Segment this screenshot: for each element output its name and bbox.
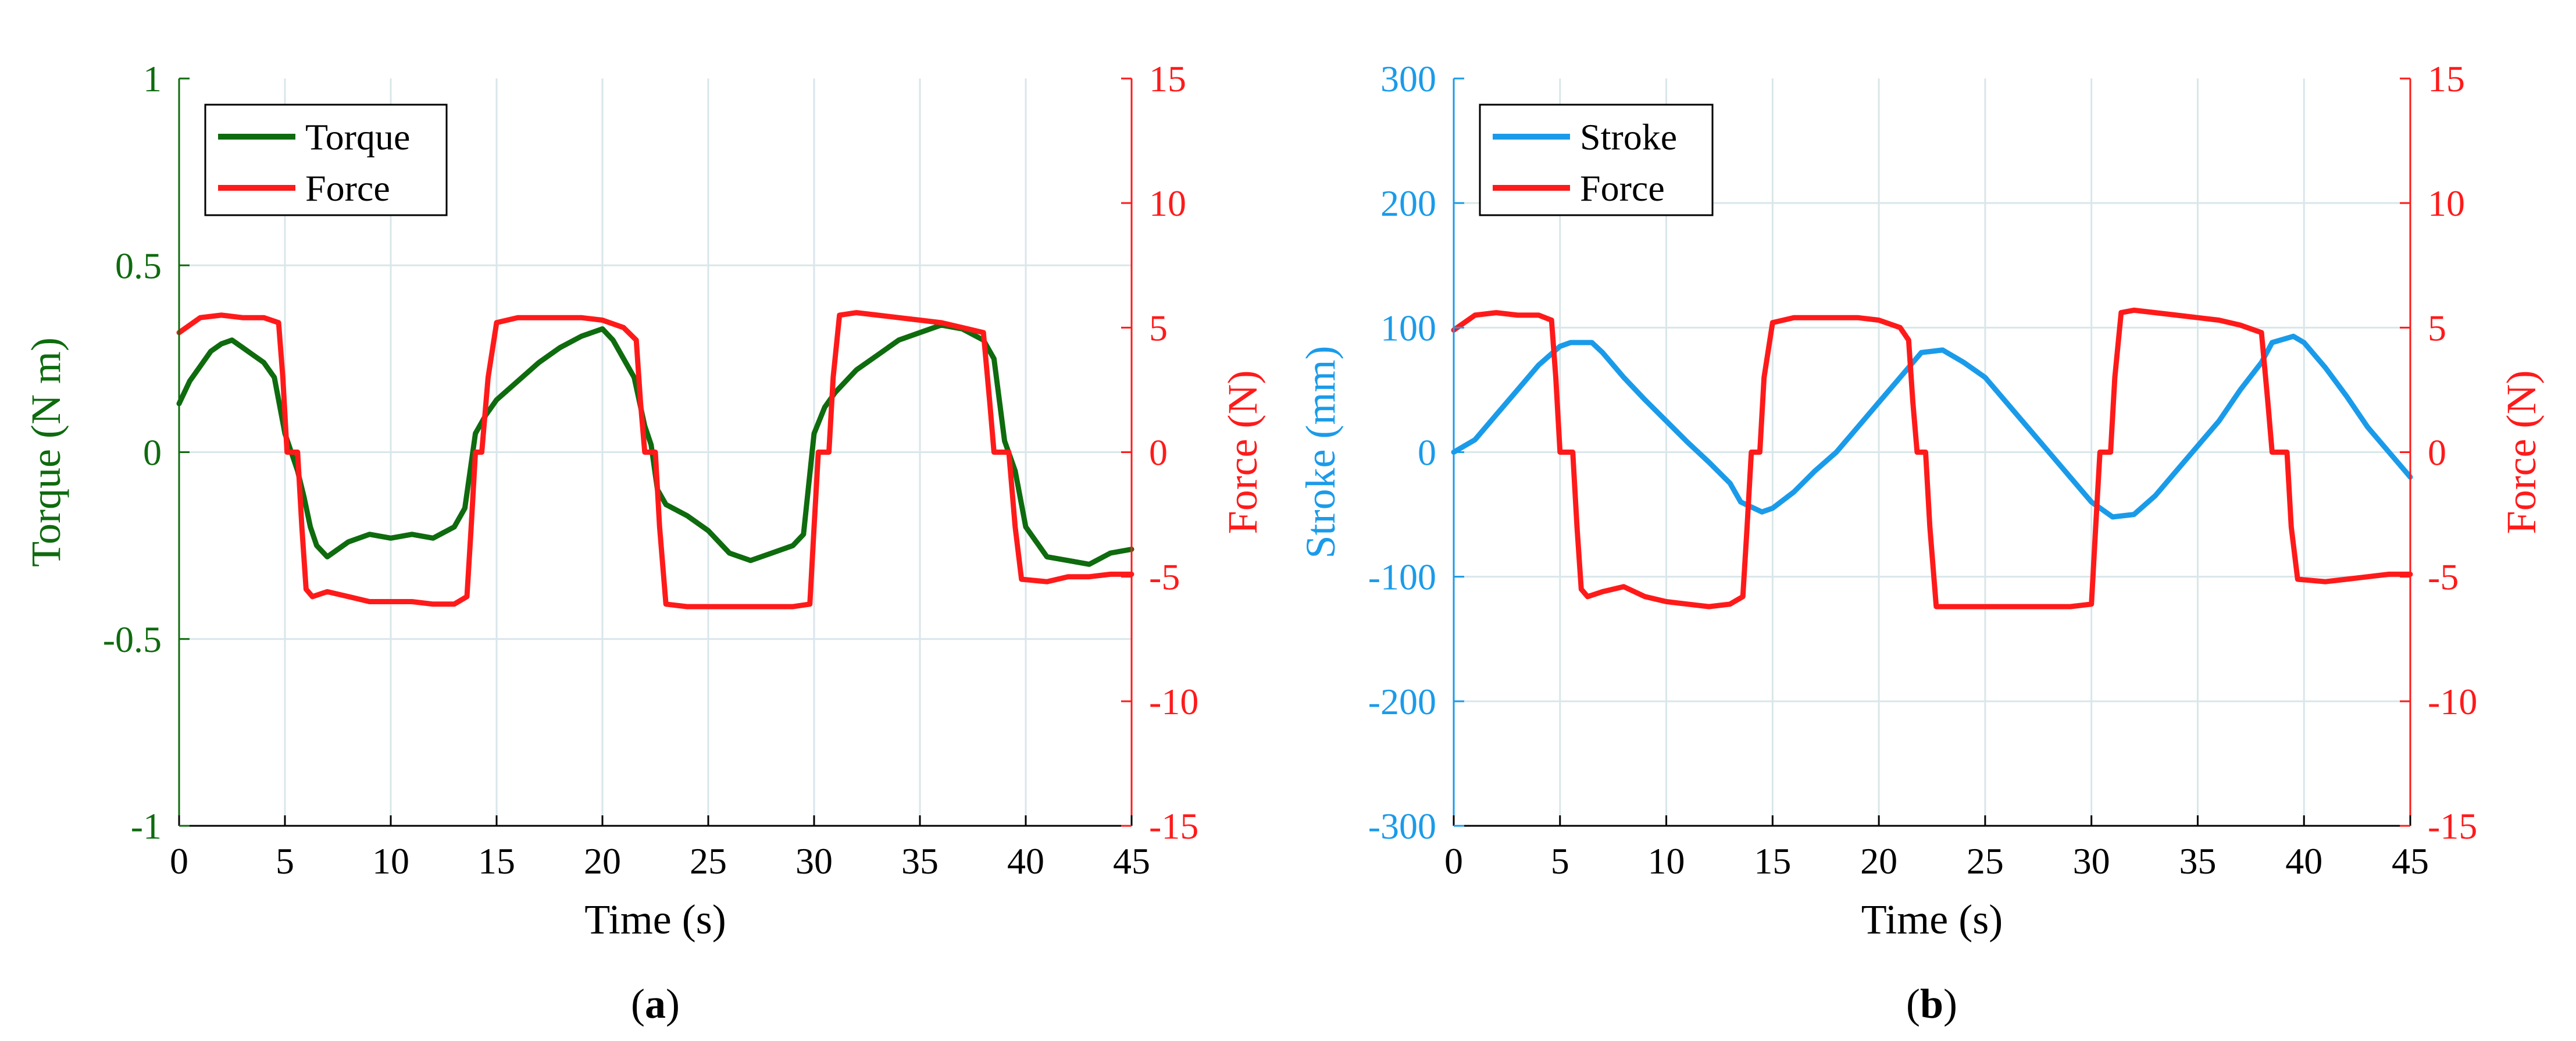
x-tick-label: 45 (2392, 840, 2429, 882)
legend-box (1479, 104, 1714, 216)
chart-panel-a: 0 5 10 15 20 25 30 35 40 45 -1 -0.5 0 0.5 1 -15 -10 -5 0 5 1… (23, 58, 1266, 943)
y-right-tick-label: 0 (1149, 432, 1168, 473)
y-right-tick-label: 0 (2428, 432, 2446, 473)
x-tick-label: 5 (276, 840, 294, 882)
legend-label-force: Force (1580, 167, 1665, 209)
x-tick-label: 40 (2285, 840, 2322, 882)
panel-caption-a: (a) (631, 981, 680, 1027)
y-left-axis-title: Torque (N m) (23, 337, 69, 567)
y-right-tick-label: -15 (1149, 805, 1198, 847)
x-tick-label: 20 (1860, 840, 1897, 882)
y-right-tick-label: -5 (2428, 557, 2459, 598)
y-left-tick-label: -300 (1368, 805, 1436, 847)
series-line-force-b (1451, 307, 2413, 609)
x-tick-label: 25 (690, 840, 727, 882)
x-tick-label: 0 (1444, 840, 1463, 882)
y-right-tick-label: 15 (2428, 58, 2465, 99)
y-left-tick-label: 0.5 (115, 245, 162, 286)
legend-label-force: Force (305, 167, 390, 209)
y-left-tick-label: 0 (1418, 432, 1436, 473)
x-tick-label: 20 (584, 840, 621, 882)
y-left-tick-label: -100 (1368, 557, 1436, 598)
x-tick-label: 45 (1113, 840, 1150, 882)
legend-box (204, 104, 448, 216)
y-left-tick-label: 300 (1380, 58, 1436, 99)
x-tick-label: 10 (372, 840, 409, 882)
x-tick-label: 5 (1551, 840, 1569, 882)
y-right-tick-label: -5 (1149, 557, 1180, 598)
legend-label-stroke: Stroke (1580, 116, 1677, 158)
y-left-axis-title: Stroke (mm) (1297, 346, 1344, 559)
series-line-force-a (176, 310, 1134, 609)
y-left-tick-label: 0 (143, 432, 162, 473)
x-tick-label: 40 (1007, 840, 1044, 882)
y-right-tick-label: -10 (1149, 681, 1198, 722)
legend: Torque Force (204, 104, 448, 216)
y-left-tick-label: 1 (143, 58, 162, 99)
y-left-tick-label: 100 (1380, 307, 1436, 348)
x-tick-label: 35 (901, 840, 939, 882)
y-right-axis-title: Force (N) (2498, 370, 2545, 534)
legend: Stroke Force (1479, 104, 1714, 216)
y-left-tick-label: -1 (131, 805, 162, 847)
x-tick-label: 0 (170, 840, 188, 882)
series-line-torque-a (176, 322, 1134, 567)
x-tick-label: 30 (795, 840, 833, 882)
panel-caption-b: (b) (1906, 981, 1957, 1027)
y-right-tick-label: 5 (1149, 307, 1168, 348)
x-tick-label: 15 (1754, 840, 1791, 882)
y-left-tick-label: 200 (1380, 183, 1436, 224)
y-left-tick-label: -200 (1368, 681, 1436, 722)
y-right-tick-label: 10 (1149, 183, 1186, 224)
chart-panel-b: 0 5 10 15 20 25 30 35 40 45-300-200-1000100200300… (1297, 58, 2545, 943)
x-tick-label: 10 (1648, 840, 1685, 882)
x-tick-label: 25 (1967, 840, 2004, 882)
y-right-axis-title: Force (N) (1219, 370, 1266, 534)
y-right-tick-label: 10 (2428, 183, 2465, 224)
y-right-tick-label: -10 (2428, 681, 2477, 722)
x-tick-label: 30 (2073, 840, 2110, 882)
x-axis-title: Time (s) (584, 896, 726, 943)
y-right-tick-label: 15 (1149, 58, 1186, 99)
y-right-tick-label: -15 (2428, 805, 2477, 847)
legend-label-torque: Torque (305, 116, 410, 158)
series-line-stroke-b (1451, 333, 2413, 520)
x-tick-label: 15 (478, 840, 515, 882)
y-right-tick-label: 5 (2428, 307, 2446, 348)
x-tick-label: 35 (2179, 840, 2216, 882)
y-left-tick-label: -0.5 (103, 619, 162, 660)
x-axis-title: Time (s) (1861, 896, 2003, 943)
